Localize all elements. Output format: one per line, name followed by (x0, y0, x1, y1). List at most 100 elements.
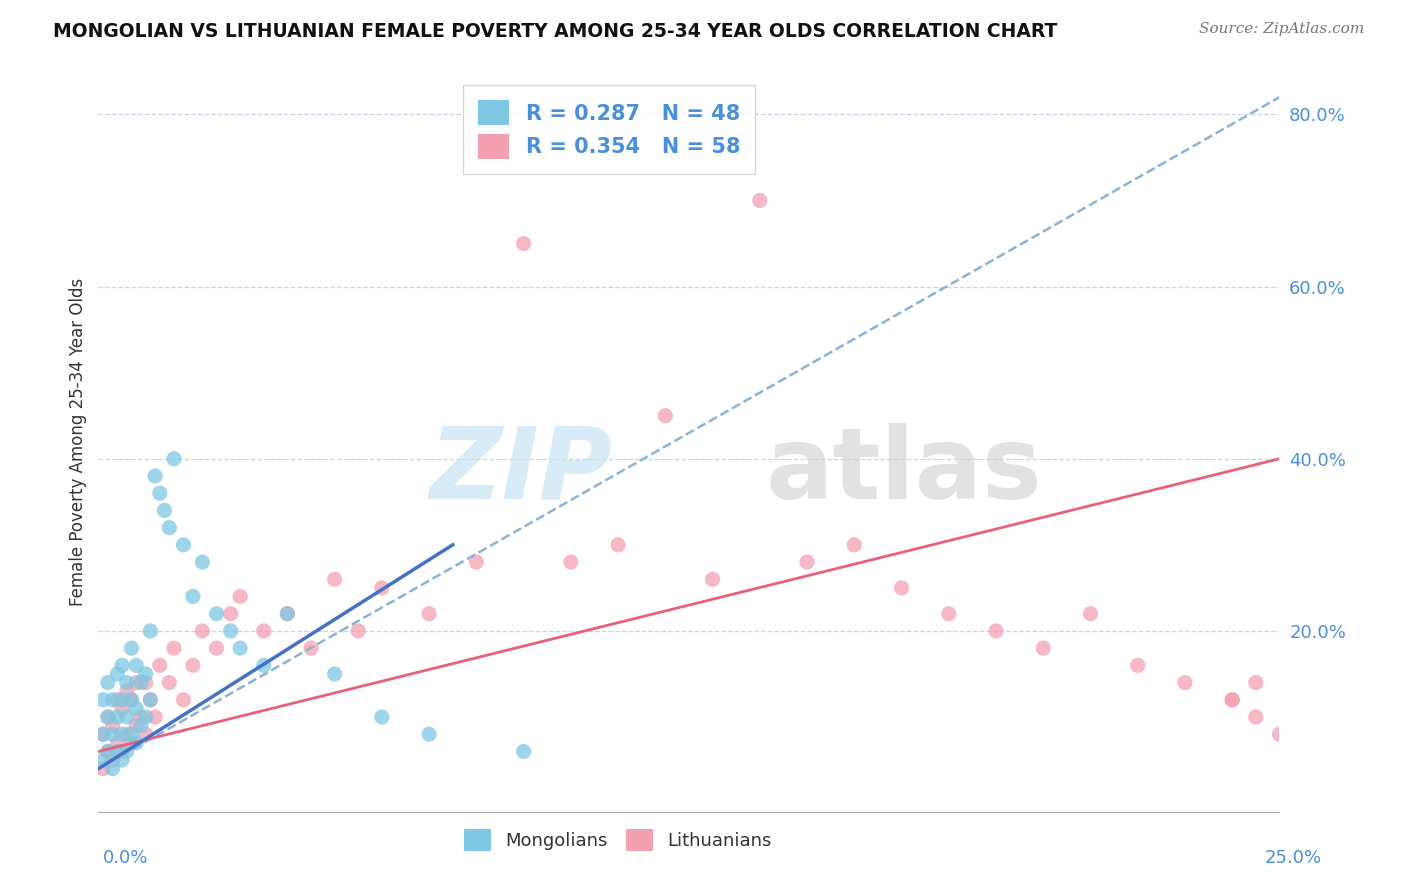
Point (844, 538, 866, 552)
Point (938, 607, 960, 621)
Point (253, 624, 276, 638)
Point (276, 607, 298, 621)
Y-axis label: Female Poverty Among 25-34 Year Olds: Female Poverty Among 25-34 Year Olds (69, 277, 87, 606)
Point (157, 521, 180, 535)
Point (111, 727, 134, 741)
Point (229, 641, 252, 656)
Point (105, 667, 128, 681)
Point (97, 675, 120, 690)
Point (135, 667, 157, 681)
Point (121, 693, 143, 707)
Point (1268, 727, 1291, 741)
Point (121, 736, 143, 750)
Point (135, 675, 157, 690)
Point (654, 409, 676, 423)
Point (748, 194, 770, 208)
Point (125, 675, 148, 690)
Point (172, 693, 194, 707)
Point (111, 658, 134, 673)
Point (91, 727, 114, 741)
Point (91, 693, 114, 707)
Point (125, 718, 148, 732)
Point (560, 555, 582, 569)
Point (890, 581, 912, 595)
Point (129, 675, 152, 690)
Point (1126, 658, 1149, 673)
Point (181, 658, 204, 673)
Text: MONGOLIAN VS LITHUANIAN FEMALE POVERTY AMONG 25-34 YEAR OLDS CORRELATION CHART: MONGOLIAN VS LITHUANIAN FEMALE POVERTY A… (53, 22, 1057, 41)
Point (101, 753, 124, 767)
Point (1080, 607, 1102, 621)
Point (139, 624, 162, 638)
Point (97, 710, 120, 724)
Point (1244, 710, 1267, 724)
Text: 25.0%: 25.0% (1264, 849, 1322, 867)
Point (157, 675, 180, 690)
Point (101, 718, 124, 732)
Point (191, 555, 214, 569)
Point (607, 538, 630, 552)
Point (172, 538, 194, 552)
Point (139, 693, 162, 707)
Point (91, 762, 114, 776)
Point (101, 762, 124, 776)
Point (105, 693, 128, 707)
Point (149, 658, 172, 673)
Point (125, 701, 148, 715)
Point (229, 590, 252, 604)
Point (105, 736, 128, 750)
Point (91, 753, 114, 767)
Point (105, 710, 128, 724)
Point (323, 572, 346, 586)
Point (115, 675, 138, 690)
Point (418, 607, 440, 621)
Point (371, 710, 394, 724)
Point (219, 624, 242, 638)
Point (299, 641, 322, 656)
Text: 0.0%: 0.0% (103, 849, 148, 867)
Point (163, 451, 186, 466)
Point (125, 658, 148, 673)
Point (135, 727, 157, 741)
Point (101, 727, 124, 741)
Point (371, 581, 394, 595)
Point (101, 693, 124, 707)
Point (205, 607, 228, 621)
Point (129, 718, 152, 732)
Point (191, 624, 214, 638)
Text: ZIP: ZIP (429, 423, 612, 520)
Point (1032, 641, 1054, 656)
Point (1244, 675, 1267, 690)
Point (984, 624, 1007, 638)
Point (105, 744, 128, 758)
Point (97, 744, 120, 758)
Point (111, 701, 134, 715)
Point (139, 693, 162, 707)
Point (1174, 675, 1197, 690)
Point (465, 555, 488, 569)
Point (276, 607, 298, 621)
Text: atlas: atlas (766, 423, 1042, 520)
Point (111, 744, 134, 758)
Point (115, 710, 138, 724)
Point (347, 624, 370, 638)
Point (97, 710, 120, 724)
Point (323, 667, 346, 681)
Legend: Mongolians, Lithuanians: Mongolians, Lithuanians (457, 822, 779, 858)
Point (149, 486, 172, 500)
Point (418, 727, 440, 741)
Point (97, 744, 120, 758)
Point (121, 727, 143, 741)
Point (129, 710, 152, 724)
Point (91, 727, 114, 741)
Point (135, 710, 157, 724)
Point (512, 744, 534, 758)
Point (115, 727, 138, 741)
Point (115, 744, 138, 758)
Point (512, 236, 534, 251)
Point (143, 469, 166, 483)
Point (163, 641, 186, 656)
Point (219, 607, 242, 621)
Point (253, 658, 276, 673)
Point (181, 590, 204, 604)
